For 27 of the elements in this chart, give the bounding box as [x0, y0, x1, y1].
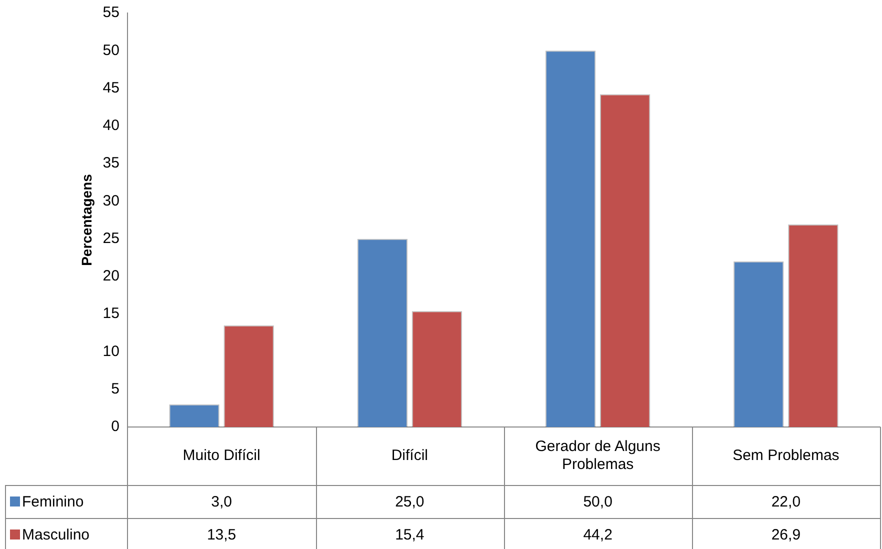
- data-label: 3,0: [211, 494, 232, 511]
- y-tick-label: 35: [102, 154, 120, 172]
- data-label: 26,9: [771, 526, 801, 544]
- y-tick-label: 5: [111, 380, 120, 398]
- y-tick-label: 20: [102, 268, 120, 285]
- data-label: 44,2: [583, 526, 612, 544]
- data-label: 25,0: [395, 494, 424, 511]
- x-tick-label: Sem Problemas: [732, 447, 840, 464]
- data-label: 22,0: [771, 494, 801, 511]
- y-tick-label: 50: [102, 42, 120, 59]
- y-tick-label: 30: [102, 192, 120, 210]
- y-axis-title: Percentagens: [78, 174, 94, 266]
- y-tick-label: 15: [102, 305, 120, 322]
- y-tick-label: 40: [102, 117, 120, 134]
- x-tick-label: Gerador de Alguns Problemas: [535, 438, 660, 474]
- data-label: 50,0: [583, 494, 612, 511]
- x-tick-label: Muito Difícil: [182, 447, 260, 464]
- data-label: 15,4: [395, 526, 424, 544]
- y-tick-label: 0: [111, 418, 120, 436]
- data-label: 13,5: [206, 526, 236, 544]
- y-tick-label: 55: [102, 4, 120, 22]
- y-tick-label: 25: [102, 230, 120, 247]
- y-tick-label: 45: [102, 79, 120, 96]
- legend-label: Feminino: [22, 494, 84, 511]
- x-tick-label: Difícil: [391, 447, 428, 464]
- legend-label: Masculino: [22, 526, 90, 544]
- y-tick-label: 10: [102, 342, 120, 360]
